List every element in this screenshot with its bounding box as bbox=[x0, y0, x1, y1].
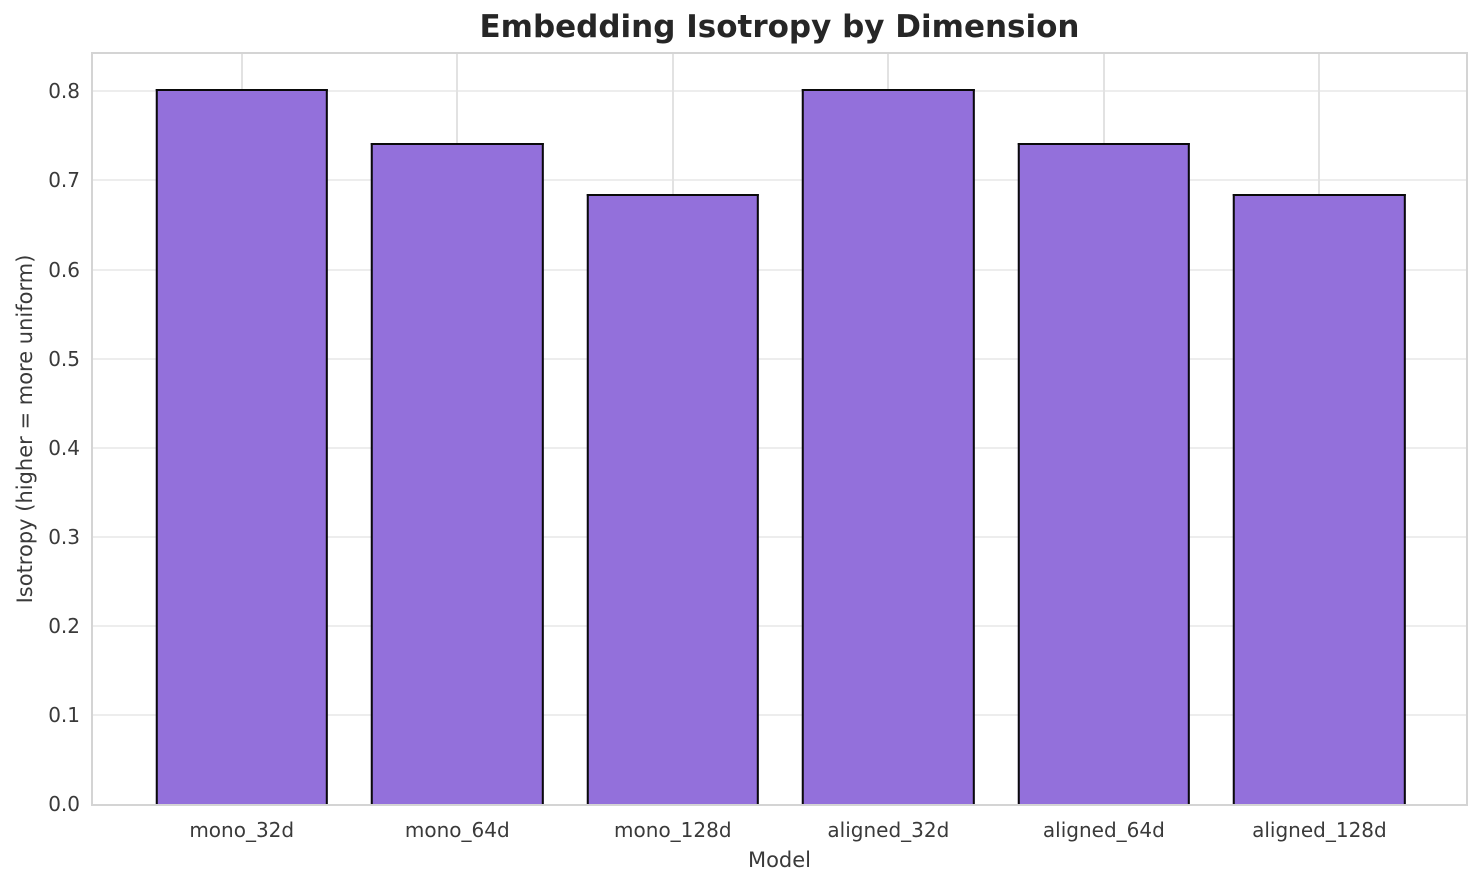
y-tick-label: 0.4 bbox=[48, 435, 80, 460]
x-tick-label: mono_64d bbox=[404, 818, 510, 842]
y-tick-label: 0.3 bbox=[48, 524, 80, 549]
x-tick-label: mono_128d bbox=[614, 818, 732, 842]
y-axis-label: Isotropy (higher = more uniform) bbox=[13, 254, 37, 604]
y-tick-label: 0.5 bbox=[48, 346, 80, 371]
y-tick-label: 0.2 bbox=[48, 613, 80, 638]
h-gridline bbox=[93, 624, 1466, 627]
x-tick-label: aligned_32d bbox=[827, 818, 950, 842]
h-gridline bbox=[93, 90, 1466, 93]
y-tick-label: 0.1 bbox=[48, 702, 80, 727]
h-gridline bbox=[93, 268, 1466, 271]
bar-aligned_64d bbox=[1017, 143, 1191, 804]
h-gridline bbox=[93, 446, 1466, 449]
h-gridline bbox=[93, 535, 1466, 538]
bar-mono_32d bbox=[155, 88, 328, 804]
x-axis-label: Model bbox=[747, 848, 812, 872]
y-tick-label: 0.6 bbox=[48, 257, 80, 282]
bar-mono_128d bbox=[586, 193, 760, 804]
plot-area: 0.0 0.1 0.2 0.3 0.4 0.5 0.6 0.7 0.8 mono_32d mono… bbox=[48, 52, 1468, 842]
chart-title: Embedding Isotropy by Dimension bbox=[479, 9, 1080, 45]
bar-aligned_128d bbox=[1233, 193, 1406, 804]
x-tick-label: aligned_64d bbox=[1042, 818, 1165, 842]
x-tick-label: aligned_128d bbox=[1252, 818, 1387, 842]
y-tick-label: 0.7 bbox=[48, 168, 80, 193]
bar-aligned_32d bbox=[802, 88, 975, 804]
h-gridline bbox=[93, 713, 1466, 716]
h-gridline bbox=[93, 179, 1466, 182]
x-tick-label: mono_32d bbox=[189, 818, 295, 842]
h-gridline bbox=[93, 357, 1466, 360]
y-tick-label: 0.8 bbox=[48, 79, 80, 104]
y-tick-label: 0.0 bbox=[48, 792, 80, 816]
bar-mono_64d bbox=[371, 143, 544, 804]
